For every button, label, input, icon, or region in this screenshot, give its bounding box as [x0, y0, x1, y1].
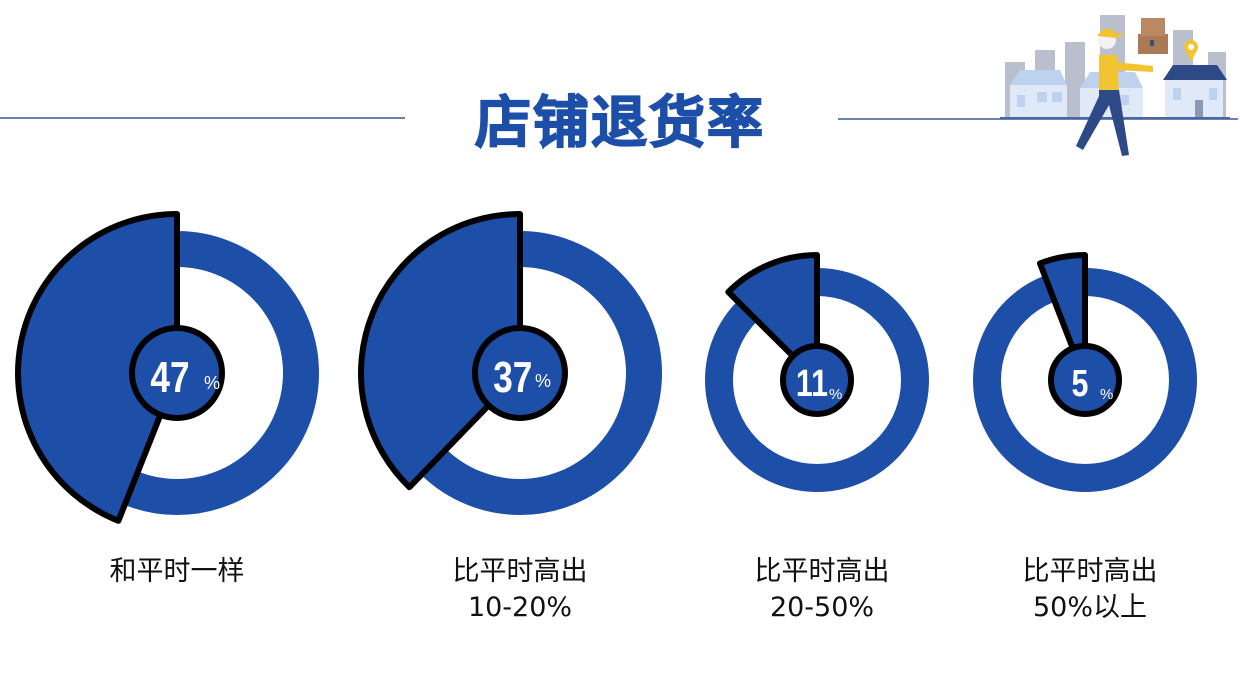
chart-label-4: 比平时高出 50%以上	[985, 554, 1195, 626]
percent-sign: %	[535, 371, 551, 391]
value-text: 47	[150, 353, 189, 402]
value-text: 11	[796, 363, 828, 405]
page-title: 店铺退货率	[474, 90, 765, 157]
delivery-courier-icon	[1000, 15, 1230, 156]
highlight-slice	[15, 211, 180, 524]
value-text: 37	[493, 353, 532, 402]
donut-chart-47	[15, 211, 319, 524]
value-text: 5	[1072, 363, 1089, 405]
label-line1: 比平时高出	[452, 556, 588, 587]
donut-chart-37	[358, 211, 662, 515]
label-line1: 比平时高出	[754, 556, 890, 587]
highlight-slice	[725, 252, 820, 383]
label-line2: 20-50%	[769, 592, 875, 623]
percent-sign: %	[1100, 386, 1113, 403]
donut-chart-11	[705, 252, 929, 492]
title-divider-left	[0, 117, 405, 119]
highlight-slice	[358, 211, 523, 491]
donut-chart-5	[973, 252, 1197, 492]
percent-sign: %	[204, 373, 220, 393]
chart-label-2: 比平时高出 10-20%	[415, 554, 625, 626]
percent-sign: %	[829, 386, 842, 403]
chart-label-1: 和平时一样	[72, 554, 282, 590]
label-line1: 和平时一样	[109, 556, 245, 587]
label-line1: 比平时高出	[1022, 556, 1158, 587]
label-line2: 50%以上	[1032, 592, 1147, 623]
label-line2: 10-20%	[467, 592, 573, 623]
chart-label-3: 比平时高出 20-50%	[717, 554, 927, 626]
